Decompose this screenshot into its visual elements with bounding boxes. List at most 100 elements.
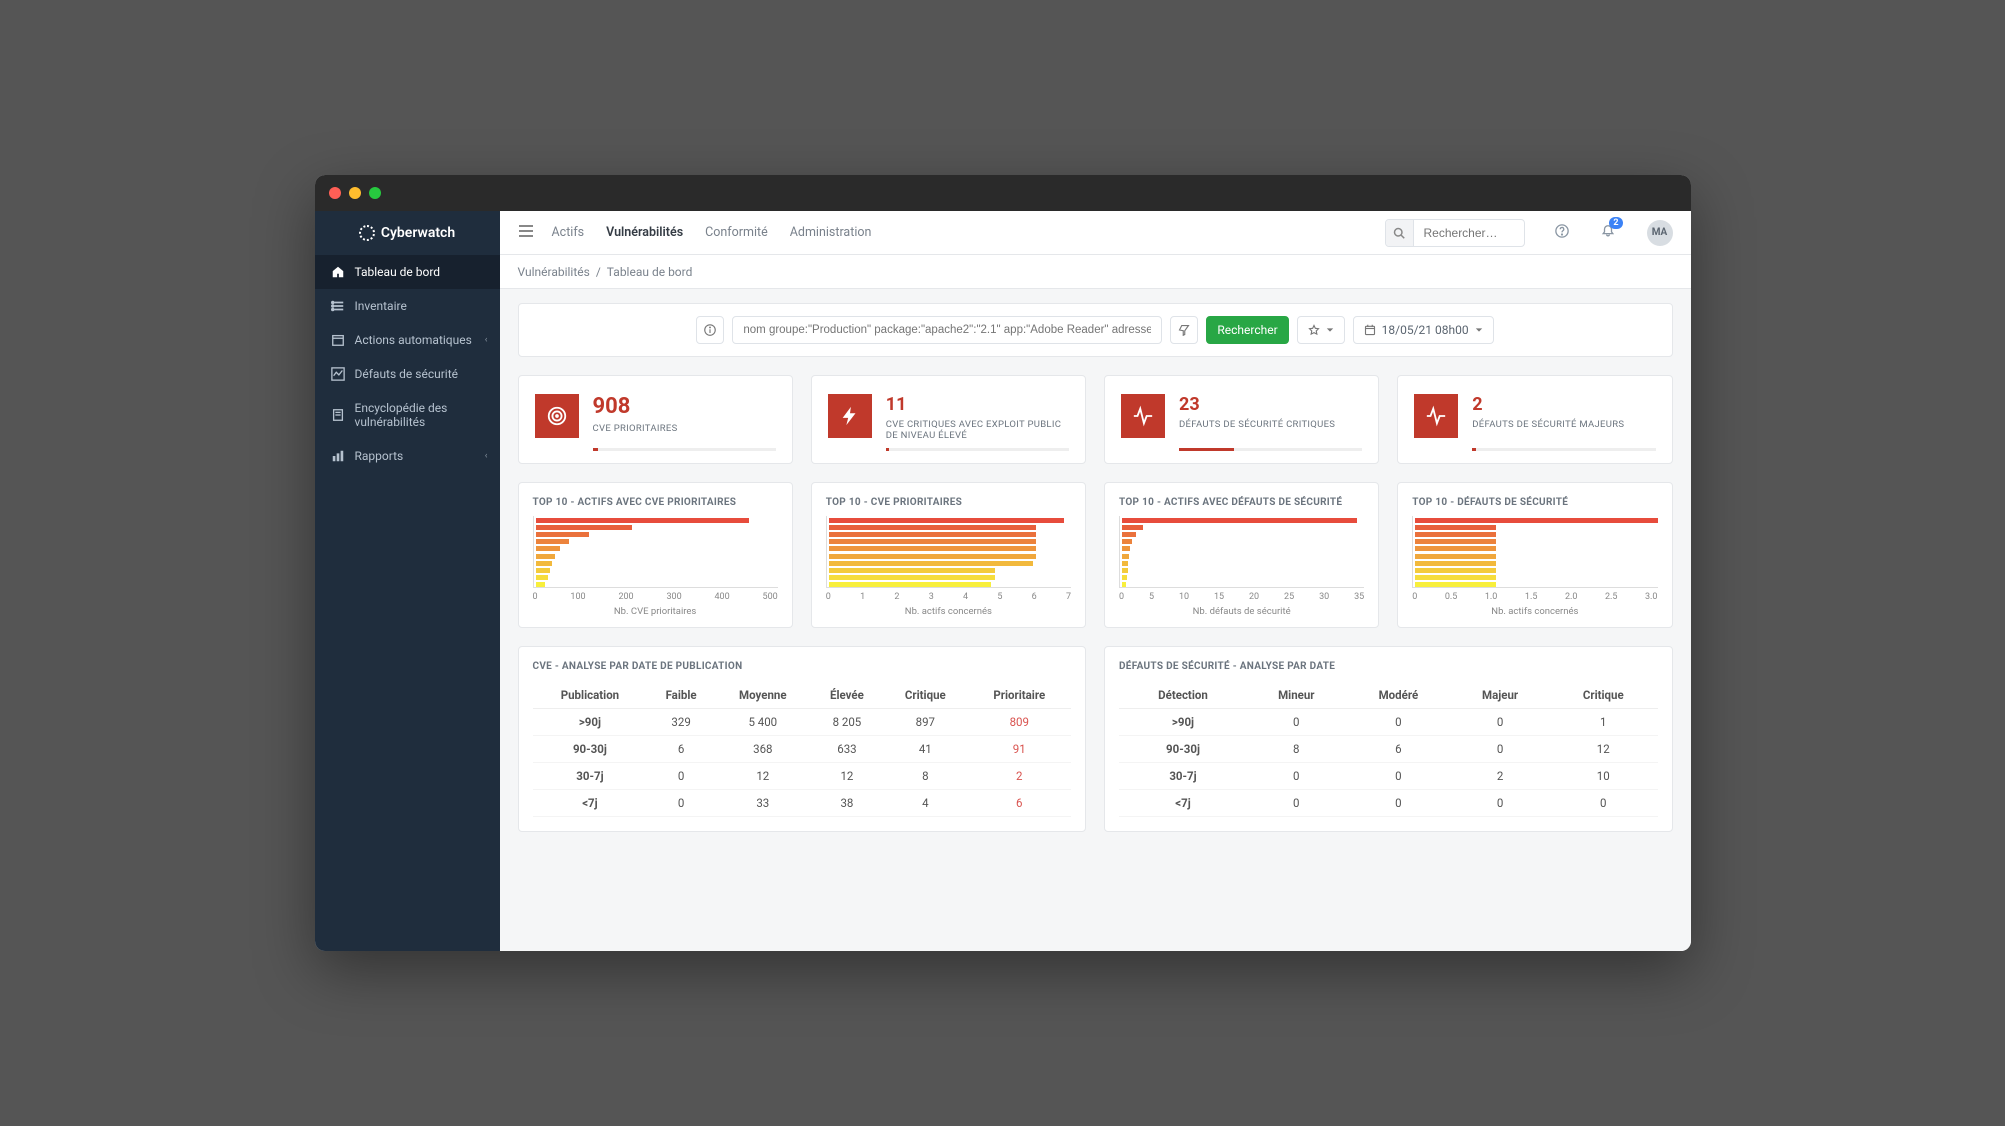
favorites-button[interactable]	[1297, 316, 1345, 344]
sidebar-item-5[interactable]: Rapports‹	[315, 439, 500, 473]
chart-bar	[1415, 532, 1496, 537]
chart-bar	[1122, 568, 1128, 573]
chart-bar	[536, 518, 749, 523]
kpi-label: CVE PRIORITAIRES	[593, 423, 776, 434]
table-cell: 4	[883, 790, 967, 817]
notifications-icon[interactable]: 2	[1601, 223, 1615, 242]
chart-bar	[1122, 532, 1136, 537]
chart-axis: 01234567	[826, 592, 1071, 602]
table-cell: 30-7j	[533, 763, 648, 790]
table-cell: 30-7j	[1119, 763, 1247, 790]
table-cell: 8	[883, 763, 967, 790]
table-cell: >90j	[533, 709, 648, 736]
chart-icon	[331, 367, 345, 381]
search-icon	[1386, 220, 1414, 246]
chart-bar	[1415, 575, 1496, 580]
pulse-icon	[1414, 394, 1458, 438]
chart-axis: 0100200300400500	[533, 592, 778, 602]
sidebar-item-2[interactable]: Actions automatiques‹	[315, 323, 500, 357]
filter-clear-button[interactable]	[1170, 316, 1198, 344]
kpi-label: DÉFAUTS DE SÉCURITÉ MAJEURS	[1472, 419, 1655, 430]
table-row: 30-7j00210	[1119, 763, 1658, 790]
global-search[interactable]	[1385, 219, 1525, 247]
table-cell: 12	[715, 763, 811, 790]
help-icon[interactable]	[1555, 223, 1569, 242]
list-icon	[331, 299, 345, 313]
brand-icon	[359, 225, 375, 241]
kpi-progress	[886, 448, 1069, 451]
cve-table-card: CVE - ANALYSE PAR DATE DE PUBLICATION Pu…	[518, 646, 1087, 832]
defects-table-title: DÉFAUTS DE SÉCURITÉ - ANALYSE PAR DATE	[1119, 661, 1658, 672]
cve-table: PublicationFaibleMoyenneÉlevéeCritiquePr…	[533, 682, 1072, 817]
chart-axis-label: Nb. CVE prioritaires	[533, 606, 778, 617]
chart-bar	[1122, 575, 1127, 580]
topnav-item-1[interactable]: Vulnérabilités	[606, 225, 683, 240]
chart-bar	[536, 554, 555, 559]
chart-bar	[1122, 582, 1126, 587]
breadcrumb-item[interactable]: Vulnérabilités	[518, 265, 590, 279]
kpi-card-2: 23 DÉFAUTS DE SÉCURITÉ CRITIQUES	[1104, 375, 1379, 464]
chart-axis-label: Nb. actifs concernés	[1412, 606, 1657, 617]
chart-bar	[829, 575, 995, 580]
chart-axis-label: Nb. défauts de sécurité	[1119, 606, 1364, 617]
chart-bar	[536, 546, 560, 551]
table-cell: 0	[1346, 763, 1452, 790]
topnav: Actifs Vulnérabilités Conformité Administra…	[552, 225, 872, 240]
chart-bar	[829, 546, 1037, 551]
brand: Cyberwatch	[315, 211, 500, 255]
chart-bar	[536, 575, 548, 580]
filter-info-button[interactable]	[696, 316, 724, 344]
sidebar-item-1[interactable]: Inventaire	[315, 289, 500, 323]
topnav-item-3[interactable]: Administration	[790, 225, 872, 240]
user-avatar[interactable]: MA	[1647, 220, 1673, 246]
table-cell: 12	[811, 763, 883, 790]
sidebar-item-0[interactable]: Tableau de bord	[315, 255, 500, 289]
global-search-input[interactable]	[1414, 226, 1524, 240]
breadcrumb: Vulnérabilités / Tableau de bord	[500, 255, 1691, 289]
table-cell: 90-30j	[533, 736, 648, 763]
chart-card-2: TOP 10 - ACTIFS AVEC DÉFAUTS DE SÉCURITÉ…	[1104, 482, 1379, 628]
table-header: Majeur	[1451, 682, 1549, 709]
sidebar-item-4[interactable]: Encyclopédie des vulnérabilités	[315, 391, 500, 439]
window-close-icon[interactable]	[329, 187, 341, 199]
sidebar-item-3[interactable]: Défauts de sécurité	[315, 357, 500, 391]
table-row: 90-30j63686334191	[533, 736, 1072, 763]
menu-toggle-icon[interactable]	[518, 223, 534, 243]
chart-bar	[1415, 518, 1657, 523]
table-cell: 0	[1247, 709, 1346, 736]
chart-bar	[536, 582, 546, 587]
chart-bar	[1415, 554, 1496, 559]
kpi-value: 23	[1179, 394, 1362, 415]
calendar-icon	[331, 333, 345, 347]
filter-query-input[interactable]	[732, 316, 1162, 344]
date-picker-button[interactable]: 18/05/21 08h00	[1353, 316, 1494, 344]
chart-bar	[536, 568, 551, 573]
topnav-item-0[interactable]: Actifs	[552, 225, 585, 240]
kpi-card-0: 908 CVE PRIORITAIRES	[518, 375, 793, 464]
table-row: 30-7j0121282	[533, 763, 1072, 790]
table-row: <7j0333846	[533, 790, 1072, 817]
table-header: Élevée	[811, 682, 883, 709]
chart-bar	[1415, 582, 1496, 587]
sidebar-item-label: Défauts de sécurité	[355, 367, 458, 381]
table-cell: 12	[1549, 736, 1657, 763]
table-cell: 0	[647, 763, 714, 790]
table-cell: 91	[968, 736, 1071, 763]
table-cell: 0	[647, 790, 714, 817]
topnav-item-2[interactable]: Conformité	[705, 225, 768, 240]
table-cell: 0	[1451, 709, 1549, 736]
table-header: Modéré	[1346, 682, 1452, 709]
window-maximize-icon[interactable]	[369, 187, 381, 199]
table-cell: 0	[1346, 709, 1452, 736]
table-cell: 33	[715, 790, 811, 817]
table-header: Publication	[533, 682, 648, 709]
table-cell: 6	[968, 790, 1071, 817]
table-cell: 8 205	[811, 709, 883, 736]
table-cell: 10	[1549, 763, 1657, 790]
bars-icon	[331, 449, 345, 463]
table-cell: 633	[811, 736, 883, 763]
filter-search-button[interactable]: Rechercher	[1206, 316, 1288, 344]
window-minimize-icon[interactable]	[349, 187, 361, 199]
table-cell: 368	[715, 736, 811, 763]
notification-badge: 2	[1609, 217, 1622, 229]
